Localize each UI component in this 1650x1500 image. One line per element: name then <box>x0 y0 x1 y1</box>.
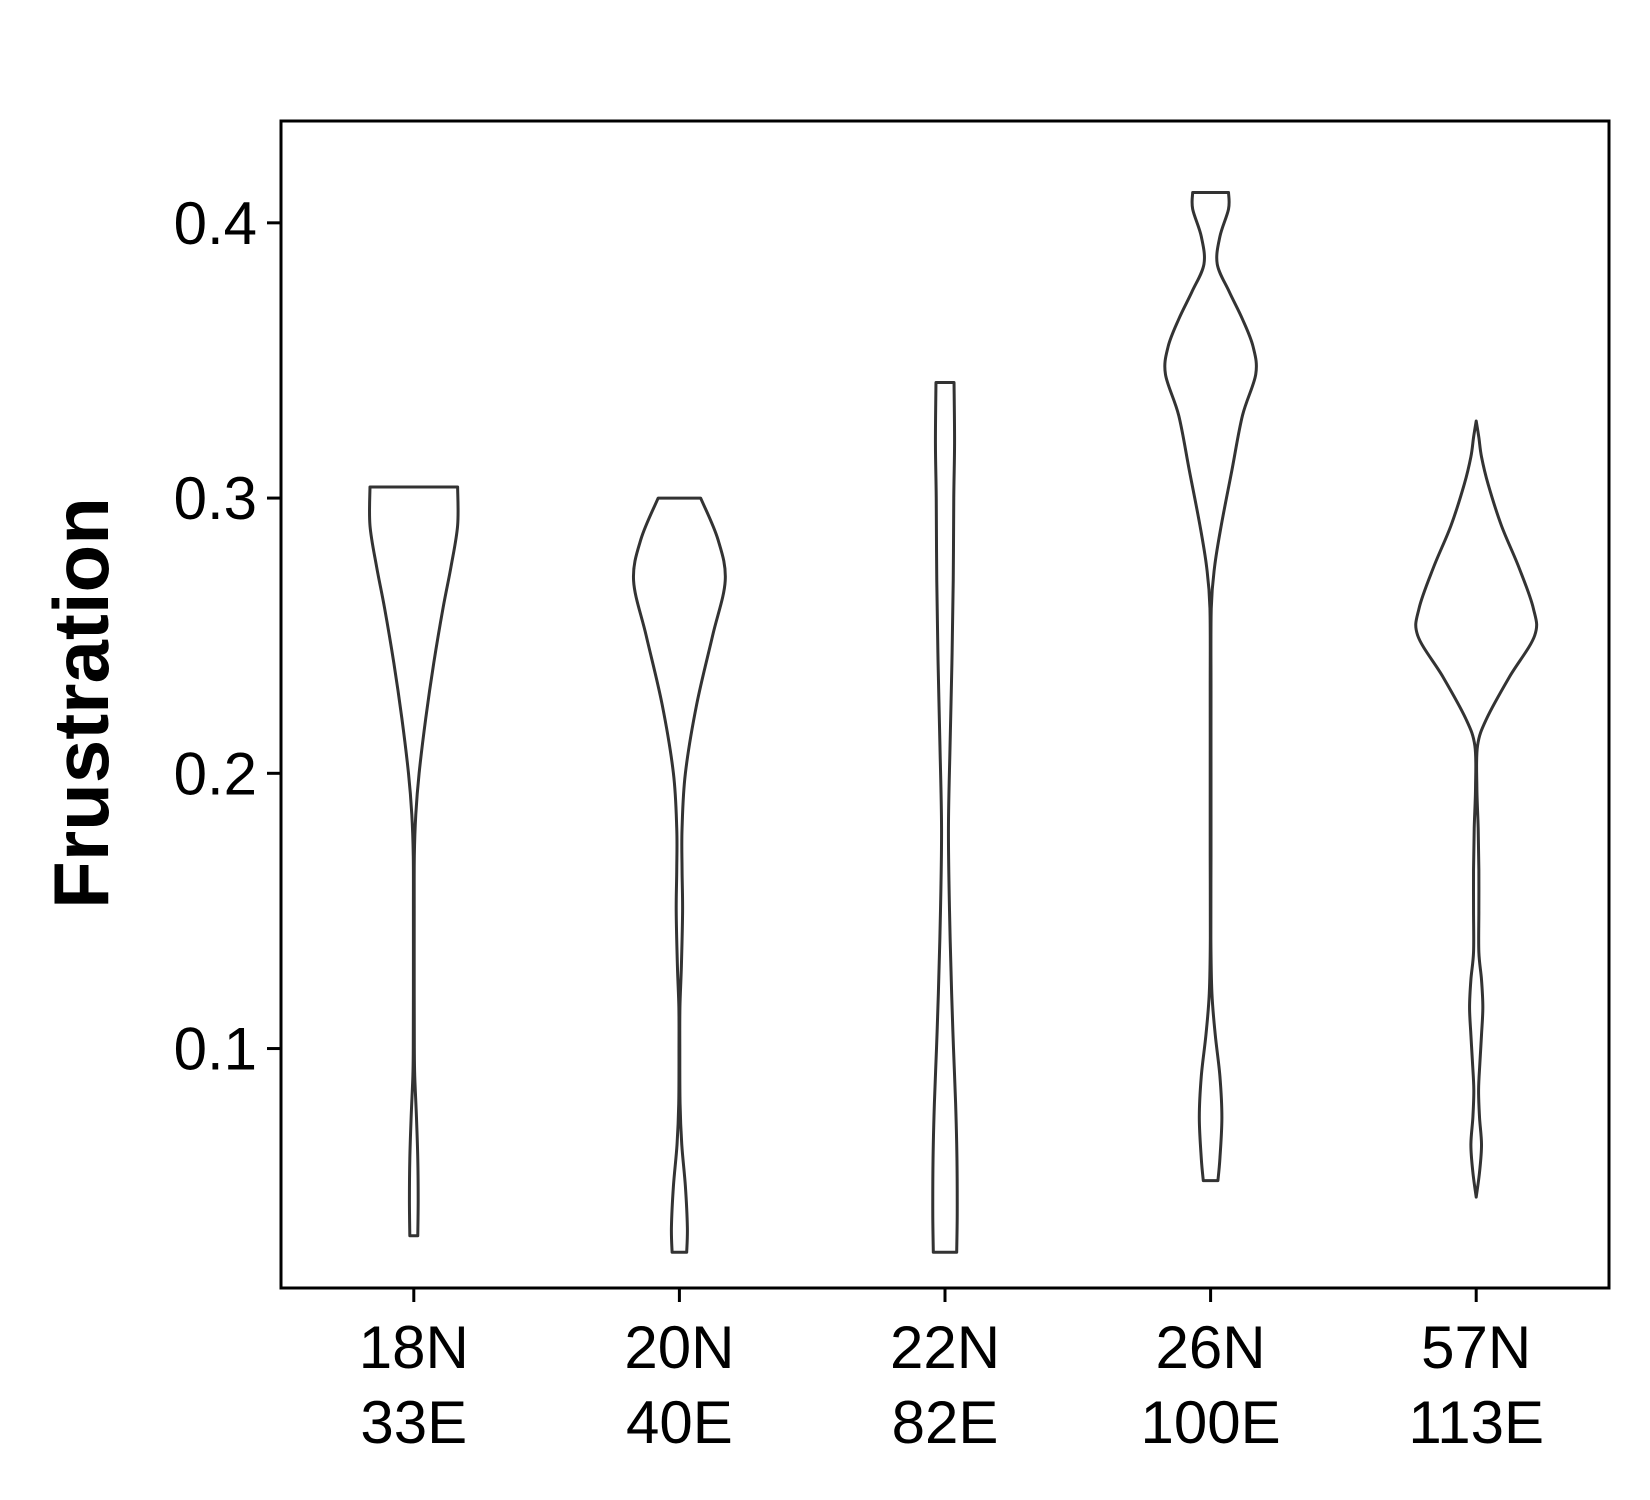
x-tick-label: 20N <box>624 1314 734 1381</box>
x-tick-label: 33E <box>360 1389 467 1456</box>
violins-layer <box>367 191 1539 1254</box>
x-tick-label: 40E <box>626 1389 733 1456</box>
violin-4 <box>1163 191 1258 1183</box>
x-tick-label: 113E <box>1408 1389 1544 1456</box>
y-tick-label: 0.4 <box>174 190 257 257</box>
violin-5 <box>1414 419 1539 1199</box>
violin-3 <box>931 380 959 1254</box>
y-tick-label: 0.2 <box>174 740 257 807</box>
y-tick-label: 0.3 <box>174 465 257 532</box>
y-axis: 0.1 0.2 0.3 0.4 <box>174 190 281 1083</box>
x-tick-label: 26N <box>1156 1314 1266 1381</box>
y-tick-label: 0.1 <box>174 1016 257 1083</box>
x-tick-label: 57N <box>1421 1314 1531 1381</box>
x-tick-label: 82E <box>892 1389 999 1456</box>
y-axis-title: Frustration <box>37 497 125 909</box>
x-tick-label: 18N <box>359 1314 469 1381</box>
x-tick-label: 22N <box>890 1314 1000 1381</box>
violin-1 <box>367 485 460 1238</box>
x-tick-label: 100E <box>1141 1389 1281 1456</box>
violin-2 <box>631 496 727 1254</box>
x-axis: 18N 33E 20N 40E 22N 82E 26N 100E 57N 113E <box>359 1288 1544 1456</box>
